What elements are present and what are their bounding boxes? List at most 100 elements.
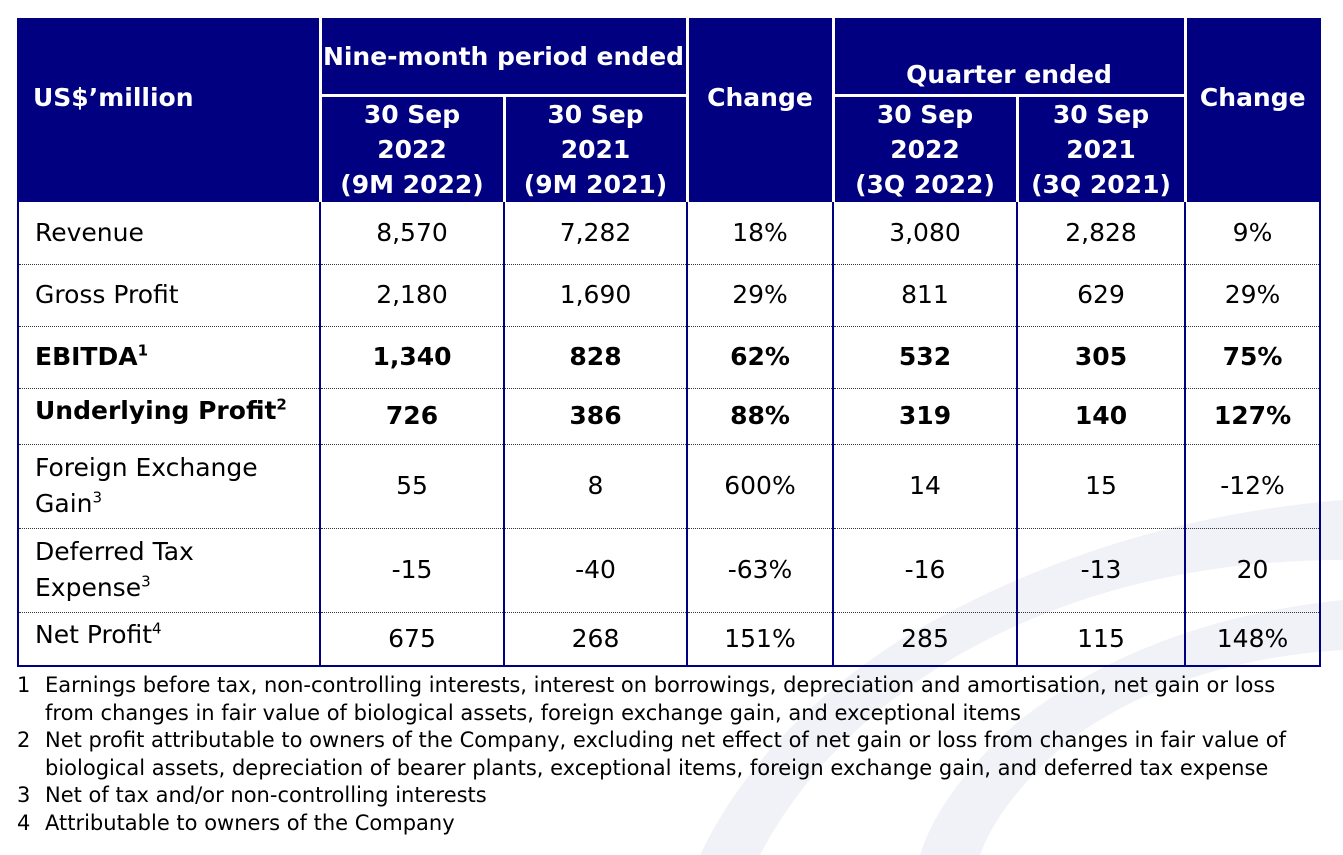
- cell-3q-2022: 319: [832, 388, 1018, 445]
- cell-3q-2022: 532: [832, 326, 1018, 389]
- cell-change-9m: -63%: [686, 528, 834, 613]
- financial-summary-table-wrapper: US$’million Nine-month period ended Chan…: [17, 18, 1322, 667]
- col-header-line: 2021: [560, 135, 631, 164]
- footnote-ref: 3: [92, 488, 103, 507]
- row-label: Deferred Tax Expense3: [17, 528, 321, 613]
- cell-change-3q: 75%: [1184, 326, 1322, 389]
- footnote-text: Net profit attributable to owners of the…: [45, 728, 1286, 780]
- cell-9m-2021: -40: [503, 528, 688, 613]
- row-label-line-2: Expense3: [35, 570, 319, 606]
- col-header-line: (3Q 2021): [1031, 170, 1171, 199]
- cell-change-9m: 62%: [686, 326, 834, 389]
- table-row: Net Profit4 675 268 151% 285 115 148%: [17, 612, 1322, 667]
- col-header-line: 2022: [890, 135, 960, 164]
- row-label: EBITDA1: [17, 326, 321, 389]
- col-header-9m-2022: 30 Sep 2022 (9M 2022): [318, 95, 506, 202]
- financial-summary-table: US$’million Nine-month period ended Chan…: [17, 18, 1322, 667]
- col-header-line: 30 Sep: [1052, 100, 1150, 129]
- col-header-line: (3Q 2022): [855, 170, 995, 199]
- table-row: Revenue 8,570 7,282 18% 3,080 2,828 9%: [17, 202, 1322, 265]
- row-label: Net Profit4: [17, 612, 321, 667]
- footnote: 3 Net of tax and/or non-controlling inte…: [17, 782, 1327, 810]
- cell-9m-2022: 2,180: [319, 264, 505, 327]
- row-label-line: Foreign Exchange: [35, 453, 258, 482]
- row-label-text: Underlying Profit: [35, 395, 277, 425]
- col-header-9m-2021: 30 Sep 2021 (9M 2021): [502, 95, 689, 202]
- row-label: Gross Profit: [17, 264, 321, 327]
- footnote-number: 4: [17, 810, 31, 835]
- table-header: US$’million Nine-month period ended Chan…: [17, 18, 1322, 202]
- cell-change-9m: 600%: [686, 444, 834, 529]
- col-header-line: 2021: [1066, 135, 1136, 164]
- col-header-line: (9M 2022): [340, 170, 484, 199]
- footnote: 1 Earnings before tax, non-controlling i…: [17, 672, 1327, 727]
- table-row: EBITDA1 1,340 828 62% 532 305 75%: [17, 326, 1322, 389]
- row-label-text: Expense: [35, 573, 142, 602]
- cell-9m-2022: 675: [319, 612, 505, 667]
- footnote: 2 Net profit attributable to owners of t…: [17, 727, 1327, 782]
- footnote-ref: 2: [276, 395, 287, 414]
- cell-3q-2021: 2,828: [1015, 202, 1187, 265]
- cell-change-9m: 29%: [686, 264, 834, 327]
- cell-change-9m: 151%: [686, 612, 834, 667]
- footnote-ref: 4: [152, 619, 162, 638]
- cell-3q-2021: 629: [1015, 264, 1187, 327]
- cell-change-9m: 88%: [686, 388, 834, 445]
- table-body: Revenue 8,570 7,282 18% 3,080 2,828 9% G…: [17, 202, 1322, 667]
- cell-change-3q: 127%: [1184, 388, 1322, 445]
- cell-change-3q: 9%: [1184, 202, 1322, 265]
- row-label-text: Net Profit: [35, 619, 153, 649]
- footnote-text: Attributable to owners of the Company: [45, 810, 455, 835]
- cell-change-3q: 148%: [1184, 612, 1322, 667]
- row-label-text: Gain: [35, 489, 93, 518]
- cell-9m-2021: 828: [503, 326, 688, 389]
- change-9m-header: Change: [685, 18, 835, 202]
- units-header: US$’million: [17, 18, 322, 202]
- row-label: Foreign Exchange Gain3: [17, 444, 321, 529]
- table-row: Deferred Tax Expense3 -15 -40 -63% -16 -…: [17, 528, 1322, 613]
- col-header-line: (9M 2021): [523, 170, 668, 199]
- cell-3q-2021: -13: [1015, 528, 1187, 613]
- cell-9m-2022: 8,570: [319, 202, 505, 265]
- table-row: Foreign Exchange Gain3 55 8 600% 14 15 -…: [17, 444, 1322, 529]
- cell-3q-2022: 14: [832, 444, 1018, 529]
- col-header-3q-2021: 30 Sep 2021 (3Q 2021): [1015, 95, 1187, 202]
- col-header-line: 30 Sep: [363, 100, 461, 129]
- cell-9m-2022: 55: [319, 444, 505, 529]
- table-row: Underlying Profit2 726 386 88% 319 140 1…: [17, 388, 1322, 445]
- cell-3q-2021: 115: [1015, 612, 1187, 667]
- cell-change-3q: 20: [1184, 528, 1322, 613]
- cell-3q-2021: 15: [1015, 444, 1187, 529]
- cell-change-9m: 18%: [686, 202, 834, 265]
- col-header-line: 30 Sep: [547, 100, 644, 129]
- footnotes: 1 Earnings before tax, non-controlling i…: [17, 672, 1327, 837]
- col-header-line: 30 Sep: [876, 100, 974, 129]
- change-3q-header: Change: [1183, 18, 1322, 202]
- footnote-text: Earnings before tax, non-controlling int…: [45, 673, 1276, 725]
- footnote-ref: 3: [141, 572, 151, 591]
- cell-3q-2021: 140: [1015, 388, 1187, 445]
- cell-9m-2021: 268: [503, 612, 688, 667]
- quarter-group-header: Quarter ended: [831, 18, 1187, 97]
- cell-3q-2022: 285: [832, 612, 1018, 667]
- row-label-text: Gross Profit: [35, 280, 179, 309]
- col-header-3q-2022: 30 Sep 2022 (3Q 2022): [831, 95, 1019, 202]
- cell-9m-2022: -15: [319, 528, 505, 613]
- cell-3q-2022: 3,080: [832, 202, 1018, 265]
- cell-9m-2021: 8: [503, 444, 688, 529]
- footnote-text: Net of tax and/or non-controlling intere…: [45, 783, 487, 807]
- footnote-number: 2: [17, 728, 31, 752]
- row-label: Revenue: [17, 202, 321, 265]
- cell-3q-2022: 811: [832, 264, 1018, 327]
- row-label: Underlying Profit2: [17, 388, 321, 445]
- nine-month-group-header: Nine-month period ended: [318, 18, 689, 97]
- cell-3q-2021: 305: [1015, 326, 1187, 389]
- cell-9m-2021: 1,690: [503, 264, 688, 327]
- footnote-number: 3: [17, 783, 31, 807]
- row-label-text: EBITDA: [35, 342, 138, 371]
- cell-9m-2021: 7,282: [503, 202, 688, 265]
- footnote: 4 Attributable to owners of the Company: [17, 810, 1327, 838]
- cell-9m-2022: 726: [319, 388, 505, 445]
- cell-change-3q: -12%: [1184, 444, 1322, 529]
- cell-3q-2022: -16: [832, 528, 1018, 613]
